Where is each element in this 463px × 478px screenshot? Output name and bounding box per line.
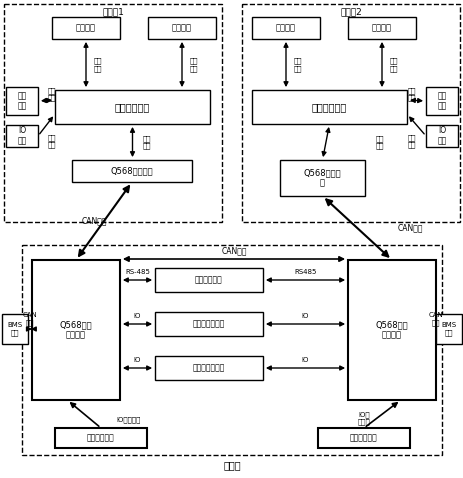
Bar [32,260,120,400]
Text: BMS
单元: BMS 单元 [440,322,456,336]
Bar [2,314,28,344]
Bar [52,17,120,39]
Text: IO: IO [301,313,308,319]
Bar [155,312,263,336]
Text: CAN通信: CAN通信 [396,224,422,232]
Text: 电表
任务: 电表 任务 [17,91,26,111]
Text: 绝缘检测单元: 绝缘检测单元 [350,434,377,443]
Text: IO口
开关量: IO口 开关量 [357,411,369,425]
Bar [347,260,435,400]
Text: 充电机: 充电机 [223,460,240,470]
Text: 绝缘检测单元: 绝缘检测单元 [87,434,115,443]
Bar [6,125,38,147]
Text: 其他输出开关量: 其他输出开关量 [193,363,225,372]
Text: Q568充电
控制单元: Q568充电 控制单元 [60,320,92,340]
Bar [425,125,457,147]
Text: Q568通信任务: Q568通信任务 [111,166,153,175]
Bar [155,268,263,292]
Bar [72,160,192,182]
Text: 消息
队列: 消息 队列 [293,57,301,72]
Text: 计费控制系统: 计费控制系统 [115,102,150,112]
Text: IO
任务: IO 任务 [17,126,26,146]
Text: 消息
队列: 消息 队列 [375,135,383,149]
Text: 读卡任务: 读卡任务 [172,23,192,33]
Text: 分体机2: 分体机2 [339,8,361,17]
Bar [317,428,409,448]
Text: IO: IO [133,313,141,319]
Text: 其他输入开关量: 其他输入开关量 [193,319,225,328]
Text: 消息
队列: 消息 队列 [389,57,397,72]
Bar [22,245,441,455]
Text: 消息
队列: 消息 队列 [142,135,150,149]
Text: 消息
队列: 消息 队列 [48,134,56,148]
Text: IO: IO [301,357,308,363]
Text: Q568通信任
务: Q568通信任 务 [303,168,341,188]
Text: 读卡任务: 读卡任务 [371,23,391,33]
Bar [251,90,406,124]
Text: RS-485: RS-485 [125,269,150,275]
Bar [6,87,38,115]
Text: BMS
单元: BMS 单元 [7,322,23,336]
Bar [55,428,147,448]
Bar [347,17,415,39]
Text: IO: IO [133,357,141,363]
Text: 计费控制系统: 计费控制系统 [311,102,346,112]
Text: 功率分配单元: 功率分配单元 [195,275,222,284]
Text: 分体机1: 分体机1 [102,8,124,17]
Text: 消息
队列: 消息 队列 [407,134,415,148]
Text: 显示任务: 显示任务 [275,23,295,33]
Text: 消息
队列: 消息 队列 [48,87,56,101]
Bar [425,87,457,115]
Bar [4,4,221,222]
Text: Q568充电
控制单元: Q568充电 控制单元 [375,320,407,340]
Text: CAN通信: CAN通信 [221,247,246,256]
Text: IO
任务: IO 任务 [437,126,446,146]
Text: CAN
通信: CAN 通信 [428,312,443,326]
Bar [55,90,210,124]
Text: IO口开关量: IO口开关量 [117,417,141,424]
Bar [251,17,319,39]
Bar [242,4,459,222]
Text: 消息
队列: 消息 队列 [189,57,198,72]
Text: CAN
通信: CAN 通信 [23,312,38,326]
Text: 显示任务: 显示任务 [76,23,96,33]
Bar [279,160,364,196]
Bar [148,17,216,39]
Text: 电表
任务: 电表 任务 [437,91,446,111]
Text: CAN通信: CAN通信 [81,217,106,226]
Bar [155,356,263,380]
Text: 消息
队列: 消息 队列 [94,57,102,72]
Bar [435,314,461,344]
Text: 消息
队列: 消息 队列 [407,87,415,101]
Text: RS485: RS485 [294,269,316,275]
